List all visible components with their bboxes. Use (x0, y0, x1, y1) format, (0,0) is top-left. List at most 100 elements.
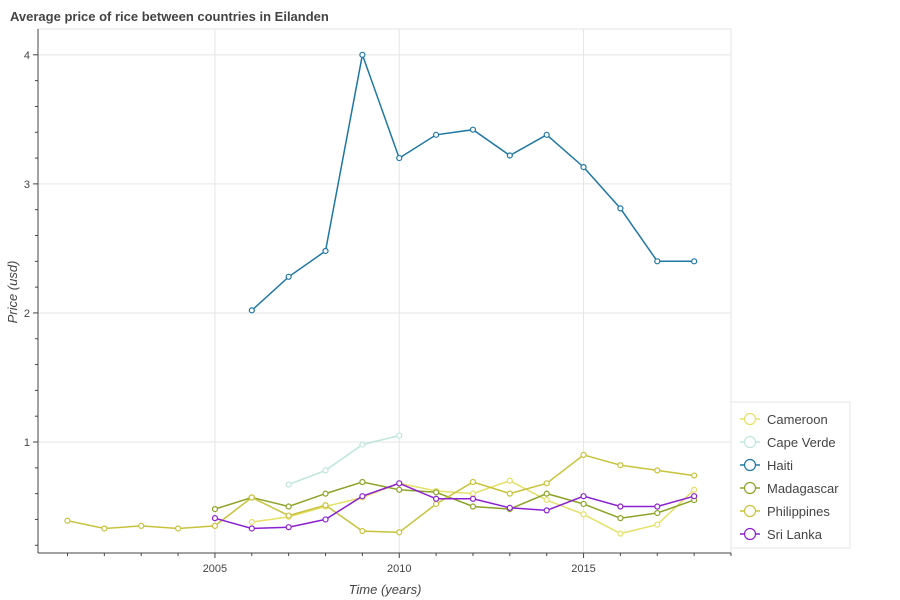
data-point-philippines (506, 490, 513, 497)
data-point-philippines (654, 467, 661, 474)
data-point-cape-verde (396, 432, 403, 439)
y-tick-label: 3 (24, 179, 30, 191)
data-point-madagascar (469, 503, 477, 510)
series-line-cape-verde (288, 434, 400, 486)
data-point-sri-lanka (617, 503, 624, 510)
data-point-philippines (248, 494, 255, 501)
data-point-haiti (469, 126, 477, 133)
data-point-cape-verde (359, 441, 366, 448)
legend-label: Haiti (767, 458, 793, 473)
data-point-madagascar (433, 489, 440, 496)
data-point-haiti (654, 258, 661, 265)
data-point-sri-lanka (506, 504, 513, 511)
plot-frame (37, 28, 732, 554)
data-point-sri-lanka (396, 480, 403, 487)
data-point-sri-lanka (211, 515, 219, 522)
legend-item-haiti[interactable]: Haiti (740, 458, 793, 473)
data-point-sri-lanka (654, 503, 661, 510)
data-point-madagascar (617, 515, 624, 522)
series-line-philippines (67, 454, 695, 534)
legend-label: Sri Lanka (767, 527, 823, 542)
data-point-sri-lanka (322, 516, 329, 523)
legend-label: Madagascar (767, 481, 839, 496)
legend-swatch-marker (743, 412, 757, 426)
series-cape-verde (285, 432, 403, 488)
data-point-sri-lanka (359, 493, 366, 500)
data-point-haiti (580, 163, 587, 171)
data-point-philippines (174, 525, 182, 532)
legend-item-madagascar[interactable]: Madagascar (740, 481, 839, 496)
data-point-haiti (322, 247, 329, 255)
data-point-madagascar (211, 506, 219, 513)
data-point-haiti (285, 273, 292, 280)
data-point-sri-lanka (285, 524, 292, 531)
legend-item-cape-verde[interactable]: Cape Verde (740, 435, 836, 450)
legend-label: Cameroon (767, 412, 828, 427)
x-tick-label: 2010 (387, 563, 411, 575)
data-point-cape-verde (322, 467, 329, 474)
y-tick-label: 1 (24, 437, 30, 449)
legend-label: Cape Verde (767, 435, 836, 450)
data-point-philippines (322, 502, 329, 509)
x-axis-label: Time (years) (349, 582, 422, 597)
data-point-cameroon (248, 518, 255, 526)
legend-item-sri-lanka[interactable]: Sri Lanka (740, 527, 823, 542)
data-point-haiti (543, 131, 550, 138)
data-point-haiti (691, 258, 698, 265)
legend-box (730, 401, 851, 549)
series-line-haiti (251, 51, 695, 311)
y-axis-label: Price (usd) (5, 261, 20, 324)
data-point-philippines (580, 451, 587, 459)
data-point-haiti (248, 307, 255, 314)
data-point-madagascar (285, 503, 292, 510)
legend-item-cameroon[interactable]: Cameroon (740, 412, 828, 427)
data-point-cameroon (617, 530, 624, 537)
data-point-haiti (506, 152, 513, 159)
series-philippines (64, 451, 698, 536)
data-point-sri-lanka (248, 525, 255, 532)
y-tick-label: 2 (24, 308, 30, 320)
data-point-sri-lanka (580, 493, 587, 500)
data-point-philippines (543, 480, 550, 487)
series-sri-lanka (211, 480, 698, 532)
series-line-sri-lanka (214, 482, 695, 530)
series-layer (64, 51, 698, 537)
legend-swatch-marker (743, 481, 757, 495)
data-point-cameroon (580, 511, 587, 518)
axes: 2005 2010 2015 1 2 3 4 (24, 29, 732, 575)
legend-item-philippines[interactable]: Philippines (740, 504, 830, 519)
data-point-cameroon (506, 477, 513, 484)
data-point-philippines (469, 478, 477, 486)
data-point-sri-lanka (469, 495, 477, 502)
data-point-madagascar (359, 478, 366, 486)
legend-label: Philippines (767, 504, 830, 519)
data-point-philippines (101, 525, 108, 532)
data-point-madagascar (543, 490, 550, 497)
data-point-philippines (359, 527, 366, 535)
legend-swatch-marker (743, 458, 757, 472)
data-point-philippines (138, 522, 145, 529)
y-tick-label: 4 (24, 50, 30, 62)
data-point-philippines (285, 512, 292, 519)
legend-swatch-marker (743, 504, 757, 518)
grid (37, 28, 732, 554)
data-point-philippines (64, 517, 71, 524)
data-point-madagascar (654, 509, 661, 517)
data-point-cameroon (469, 490, 477, 497)
data-point-sri-lanka (543, 507, 550, 514)
data-point-philippines (396, 529, 403, 536)
legend-swatch-marker (743, 527, 757, 541)
data-point-sri-lanka (433, 495, 440, 502)
data-point-cameroon (543, 496, 550, 504)
legend: Cameroon Cape Verde Haiti Madagascar Philipp… (730, 401, 851, 549)
data-point-philippines (433, 500, 440, 508)
data-point-madagascar (580, 500, 587, 508)
data-point-haiti (617, 205, 624, 212)
data-point-haiti (359, 51, 366, 58)
data-point-cameroon (691, 486, 698, 493)
data-point-madagascar (322, 490, 329, 497)
data-point-philippines (691, 472, 698, 479)
legend-swatch-marker (743, 435, 757, 449)
data-point-madagascar (396, 486, 403, 493)
